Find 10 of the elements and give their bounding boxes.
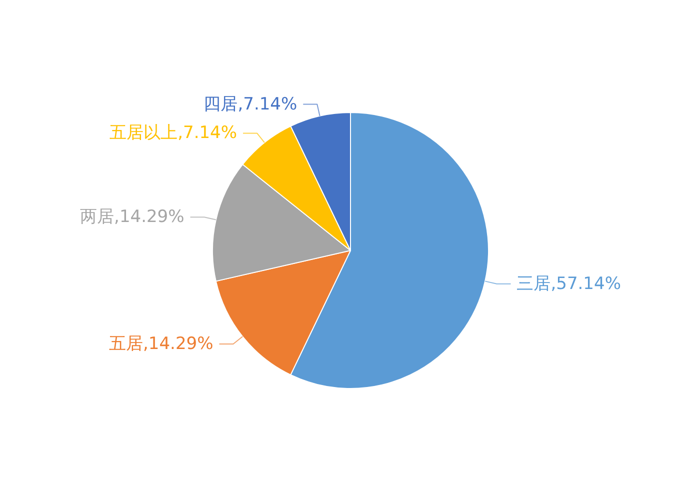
data-label: ,14.29% (143, 334, 214, 354)
slice-label: 四居 (204, 94, 238, 114)
slice-label: 五居 (109, 334, 144, 354)
slice-label: 三居 (516, 274, 551, 294)
data-label: ,57.14% (550, 274, 621, 294)
slice-label: 两居 (80, 207, 114, 228)
data-label: ,7.14% (238, 94, 298, 114)
data-label: ,7.14% (178, 123, 238, 144)
data-label: ,14.29% (114, 207, 184, 228)
slice-label: 五居以上 (110, 123, 178, 144)
